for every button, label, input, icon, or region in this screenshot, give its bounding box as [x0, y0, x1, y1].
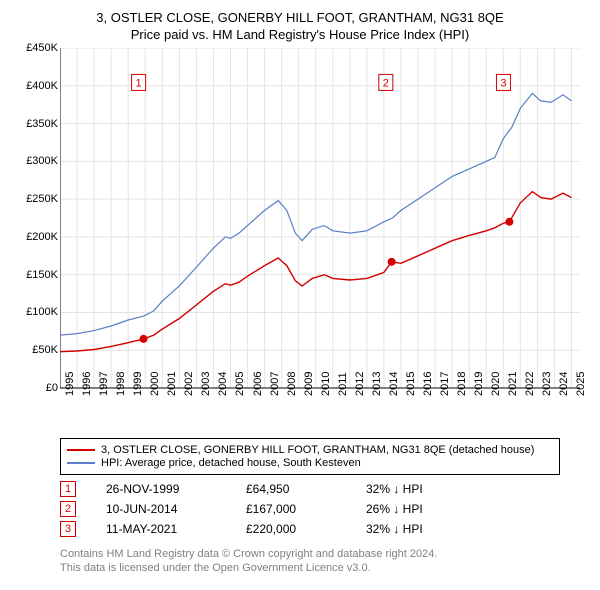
x-axis-label: 2022: [524, 372, 536, 396]
x-axis-label: 1999: [132, 372, 144, 396]
y-axis-label: £200K: [26, 231, 58, 243]
transaction-marker: 1: [60, 481, 76, 497]
chart-title-line1: 3, OSTLER CLOSE, GONERBY HILL FOOT, GRAN…: [10, 10, 590, 25]
x-axis-label: 2009: [303, 372, 315, 396]
y-axis-label: £300K: [26, 155, 58, 167]
x-axis-label: 2004: [217, 372, 229, 396]
x-axis-label: 2025: [575, 372, 587, 396]
x-axis-label: 2020: [490, 372, 502, 396]
y-axis-label: £450K: [26, 42, 58, 54]
transaction-date: 11-MAY-2021: [106, 522, 216, 536]
legend-item: 3, OSTLER CLOSE, GONERBY HILL FOOT, GRAN…: [67, 444, 553, 456]
transaction-row: 2 10-JUN-2014 £167,000 26% ↓ HPI: [60, 501, 590, 517]
x-axis-label: 2008: [286, 372, 298, 396]
chart-area: 1 2 3 £0 £50K £100K £150K £200K £250K £300K £350K…: [10, 48, 590, 430]
transaction-delta: 32% ↓ HPI: [366, 482, 423, 496]
y-axis-label: £50K: [32, 344, 58, 356]
x-axis-label: 2014: [388, 372, 400, 396]
x-axis-label: 2021: [507, 372, 519, 396]
x-axis-label: 2000: [149, 372, 161, 396]
x-axis-label: 2001: [166, 372, 178, 396]
legend-swatch: [67, 449, 95, 451]
y-axis-label: £150K: [26, 269, 58, 281]
transaction-row: 1 26-NOV-1999 £64,950 32% ↓ HPI: [60, 481, 590, 497]
x-axis-label: 2015: [405, 372, 417, 396]
footer-line2: This data is licensed under the Open Gov…: [60, 561, 590, 575]
x-axis-label: 2003: [200, 372, 212, 396]
legend-item: HPI: Average price, detached house, Sout…: [67, 457, 553, 469]
x-axis-label: 2024: [558, 372, 570, 396]
legend: 3, OSTLER CLOSE, GONERBY HILL FOOT, GRAN…: [60, 438, 560, 475]
chart-title-line2: Price paid vs. HM Land Registry's House …: [10, 27, 590, 42]
x-axis-label: 2018: [456, 372, 468, 396]
transaction-price: £220,000: [246, 522, 336, 536]
x-axis-label: 2023: [541, 372, 553, 396]
x-axis-label: 1995: [64, 372, 76, 396]
transaction-row: 3 11-MAY-2021 £220,000 32% ↓ HPI: [60, 521, 590, 537]
transaction-price: £64,950: [246, 482, 336, 496]
legend-label: 3, OSTLER CLOSE, GONERBY HILL FOOT, GRAN…: [101, 444, 534, 456]
transaction-price: £167,000: [246, 502, 336, 516]
footer-line1: Contains HM Land Registry data © Crown c…: [60, 547, 590, 561]
transaction-marker: 2: [60, 501, 76, 517]
svg-text:2: 2: [383, 77, 389, 89]
x-axis-label: 2006: [252, 372, 264, 396]
line-chart-svg: 1 2 3: [60, 48, 580, 390]
x-axis-label: 2011: [337, 372, 349, 396]
footer-attribution: Contains HM Land Registry data © Crown c…: [60, 547, 590, 576]
x-axis-label: 2005: [234, 372, 246, 396]
x-axis-label: 2016: [422, 372, 434, 396]
x-axis-label: 2019: [473, 372, 485, 396]
legend-label: HPI: Average price, detached house, Sout…: [101, 457, 361, 469]
x-axis-label: 2013: [371, 372, 383, 396]
x-axis-label: 2017: [439, 372, 451, 396]
x-axis-label: 1998: [115, 372, 127, 396]
svg-text:1: 1: [136, 77, 142, 89]
transaction-delta: 26% ↓ HPI: [366, 502, 423, 516]
x-axis-label: 2002: [183, 372, 195, 396]
y-axis-label: £100K: [26, 306, 58, 318]
y-axis-label: £400K: [26, 80, 58, 92]
transaction-marker: 3: [60, 521, 76, 537]
x-axis-label: 1997: [98, 372, 110, 396]
x-axis-label: 2007: [269, 372, 281, 396]
svg-text:3: 3: [500, 77, 506, 89]
x-axis-label: 2012: [354, 372, 366, 396]
y-axis-label: £350K: [26, 118, 58, 130]
x-axis-label: 1996: [81, 372, 93, 396]
x-axis-label: 2010: [320, 372, 332, 396]
transaction-date: 26-NOV-1999: [106, 482, 216, 496]
transaction-table: 1 26-NOV-1999 £64,950 32% ↓ HPI 2 10-JUN-2014…: [60, 481, 590, 537]
legend-swatch: [67, 462, 95, 464]
transaction-delta: 32% ↓ HPI: [366, 522, 423, 536]
y-axis-label: £250K: [26, 193, 58, 205]
transaction-date: 10-JUN-2014: [106, 502, 216, 516]
y-axis-label: £0: [46, 382, 58, 394]
